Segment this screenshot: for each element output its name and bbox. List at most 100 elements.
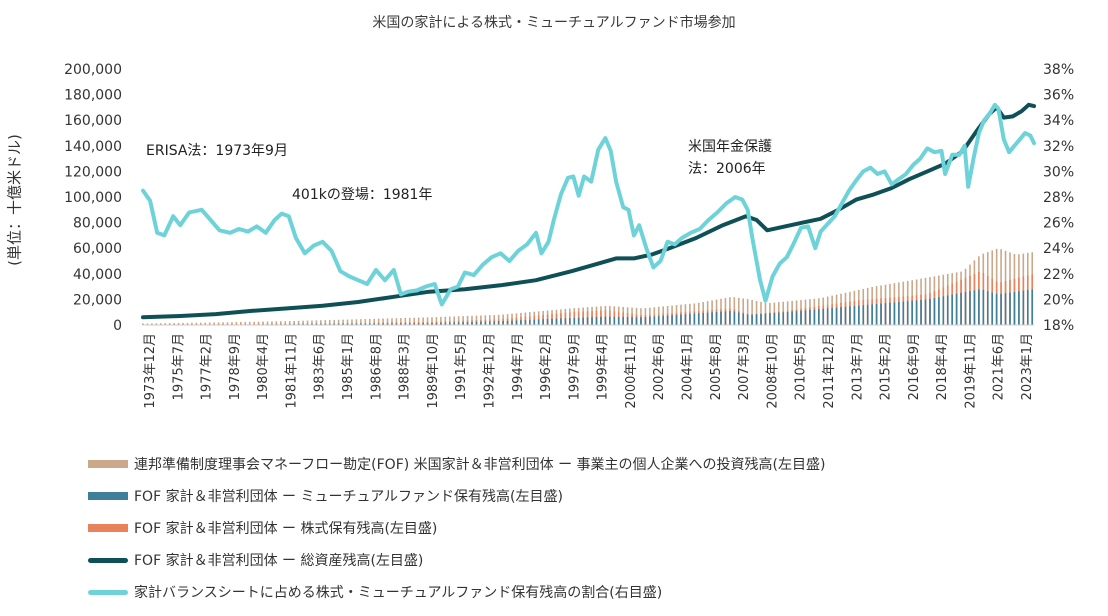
bar bbox=[946, 295, 949, 325]
bar bbox=[337, 319, 340, 325]
bar bbox=[391, 318, 393, 325]
bar bbox=[155, 323, 158, 325]
annotation-ppa: 米国年金保護法：2006年 bbox=[688, 136, 792, 180]
bar bbox=[533, 319, 536, 325]
bar bbox=[262, 321, 264, 325]
bar bbox=[795, 311, 798, 325]
bar bbox=[257, 321, 260, 325]
bar bbox=[706, 312, 709, 325]
bar bbox=[924, 299, 927, 325]
bar bbox=[368, 318, 371, 325]
bar bbox=[480, 321, 482, 325]
bar bbox=[231, 322, 233, 325]
bar bbox=[337, 323, 340, 325]
bar bbox=[462, 322, 464, 325]
y-tick-right: 26% bbox=[1043, 216, 1074, 232]
bar bbox=[275, 321, 278, 325]
bar bbox=[422, 323, 424, 325]
bar bbox=[364, 319, 367, 325]
bar bbox=[564, 318, 567, 325]
bar bbox=[226, 322, 229, 325]
x-tick-label: 2021年6月 bbox=[992, 333, 1007, 400]
bar bbox=[960, 292, 962, 325]
bar bbox=[257, 323, 260, 325]
bar bbox=[906, 301, 909, 325]
bar bbox=[288, 321, 291, 325]
bar bbox=[177, 322, 180, 325]
y-tick-left: 160,000 bbox=[64, 113, 122, 129]
bar bbox=[320, 320, 322, 325]
bar bbox=[311, 320, 313, 325]
bar bbox=[902, 301, 905, 325]
bar bbox=[266, 321, 269, 325]
bar bbox=[253, 323, 255, 325]
bar bbox=[844, 306, 847, 325]
legend-line-share bbox=[88, 589, 128, 595]
bar bbox=[355, 323, 358, 325]
bar bbox=[244, 323, 247, 325]
bar bbox=[408, 317, 411, 325]
bar bbox=[222, 322, 224, 325]
bar bbox=[969, 291, 971, 325]
bar bbox=[164, 323, 167, 325]
bar bbox=[604, 316, 607, 325]
bar bbox=[982, 289, 985, 325]
x-tick-label: 2018年4月 bbox=[935, 333, 950, 400]
bar bbox=[506, 320, 509, 325]
legend-item-total-assets: FOF 家計＆非営利団体 ー 総資産残高(左目盛) bbox=[88, 544, 825, 576]
y-tick-right: 36% bbox=[1043, 88, 1074, 104]
bar bbox=[715, 312, 718, 325]
bar bbox=[417, 317, 420, 325]
bar bbox=[720, 311, 722, 325]
y-tick-left: 140,000 bbox=[64, 139, 122, 155]
y-tick-left: 100,000 bbox=[64, 190, 122, 206]
plot-area: 200,000 180,000 160,000 140,000 120,000 100,0… bbox=[64, 62, 1074, 409]
bar bbox=[769, 313, 771, 325]
legend-item-fof-business: 連邦準備制度理事会マネーフロー勘定(FOF) 米国家計＆非営利団体 ー 事業主の… bbox=[88, 448, 825, 480]
bar bbox=[168, 323, 171, 325]
bar bbox=[368, 323, 371, 325]
y-tick-left: 80,000 bbox=[73, 216, 122, 232]
bar bbox=[911, 300, 913, 325]
bar bbox=[360, 323, 362, 325]
bar bbox=[386, 323, 389, 325]
bar bbox=[991, 292, 994, 325]
bar bbox=[240, 323, 242, 325]
bar bbox=[217, 322, 220, 325]
bar bbox=[440, 316, 442, 325]
bar bbox=[920, 299, 922, 325]
bar bbox=[373, 323, 375, 325]
y-tick-right: 24% bbox=[1043, 241, 1074, 257]
bar bbox=[613, 316, 616, 325]
bar bbox=[231, 323, 233, 325]
bar bbox=[809, 309, 811, 325]
bar bbox=[208, 322, 211, 325]
y-tick-right: 18% bbox=[1043, 318, 1074, 334]
bar bbox=[955, 293, 958, 325]
y-tick-right: 32% bbox=[1043, 139, 1074, 155]
bar bbox=[395, 323, 398, 325]
bar bbox=[204, 322, 207, 325]
bar bbox=[791, 311, 793, 325]
bar bbox=[360, 319, 362, 325]
bar bbox=[942, 296, 945, 325]
x-tick-label: 1980年4月 bbox=[256, 333, 271, 400]
bar bbox=[471, 321, 473, 325]
bar bbox=[831, 307, 833, 325]
bar bbox=[457, 316, 460, 325]
x-tick-label: 1989年10月 bbox=[426, 333, 441, 409]
bar bbox=[737, 312, 740, 325]
y-tick-right: 28% bbox=[1043, 190, 1074, 206]
x-tick-label: 2008年10月 bbox=[765, 333, 780, 409]
bar bbox=[377, 323, 380, 325]
bar bbox=[849, 306, 851, 325]
bar bbox=[733, 311, 736, 325]
bar bbox=[729, 311, 731, 325]
bar bbox=[929, 298, 931, 325]
bar bbox=[818, 309, 820, 325]
bar bbox=[764, 313, 767, 325]
bar bbox=[382, 318, 384, 325]
bar bbox=[755, 300, 758, 325]
legend-label-mutual-funds: FOF 家計＆非営利団体 ー ミューチュアルファンド保有残高(左目盛) bbox=[134, 489, 563, 505]
